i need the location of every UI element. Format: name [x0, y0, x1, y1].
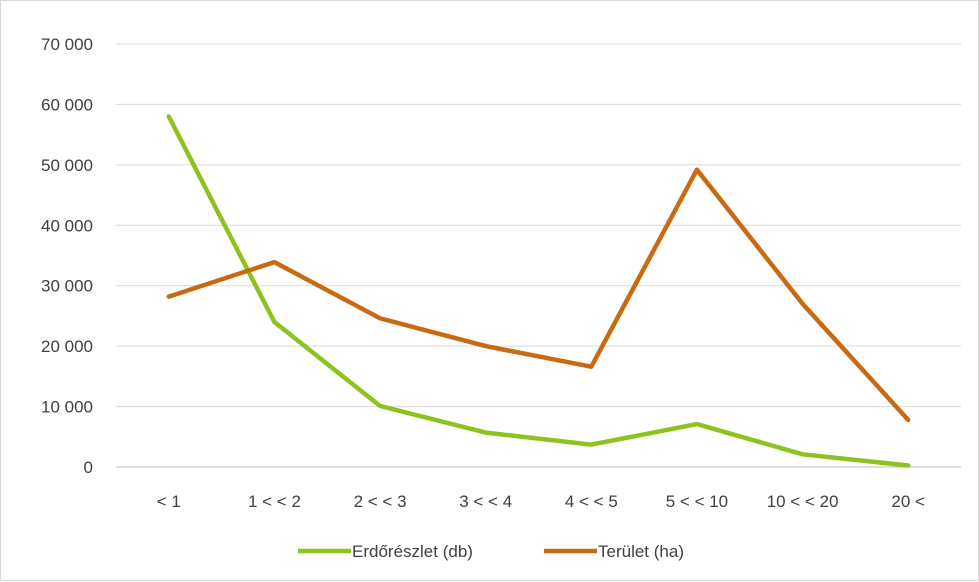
x-tick-label: 5 < < 10 — [666, 492, 728, 511]
y-axis-tick-labels: 0 10 000 20 000 30 000 40 000 50 000 60 000 70 … — [41, 35, 93, 477]
x-tick-label: 4 < < 5 — [565, 492, 618, 511]
y-tick-label: 70 000 — [41, 35, 93, 54]
legend-label-terulet: Terület (ha) — [598, 542, 684, 561]
series-line-1 — [166, 167, 911, 423]
y-tick-label: 40 000 — [41, 216, 93, 235]
x-axis-tick-labels: < 1 1 < < 2 2 < < 3 3 < < 4 4 < < 5 5 < < 10 1… — [157, 492, 925, 511]
x-tick-label: 3 < < 4 — [459, 492, 512, 511]
x-tick-label: 1 < < 2 — [248, 492, 301, 511]
x-tick-label: < 1 — [157, 492, 181, 511]
x-tick-label: 10 < < 20 — [767, 492, 839, 511]
y-tick-label: 20 000 — [41, 337, 93, 356]
legend-label-erdoreszlet: Erdőrészlet (db) — [352, 542, 473, 561]
y-tick-label: 50 000 — [41, 156, 93, 175]
legend: Erdőrészlet (db) Terület (ha) — [298, 542, 684, 561]
series-lines — [166, 114, 911, 468]
x-tick-label: 20 < — [891, 492, 925, 511]
y-tick-label: 60 000 — [41, 95, 93, 114]
y-tick-label: 30 000 — [41, 277, 93, 296]
y-tick-label: 10 000 — [41, 398, 93, 417]
series-line-0 — [166, 114, 911, 468]
x-tick-label: 2 < < 3 — [354, 492, 407, 511]
y-tick-label: 0 — [84, 458, 93, 477]
